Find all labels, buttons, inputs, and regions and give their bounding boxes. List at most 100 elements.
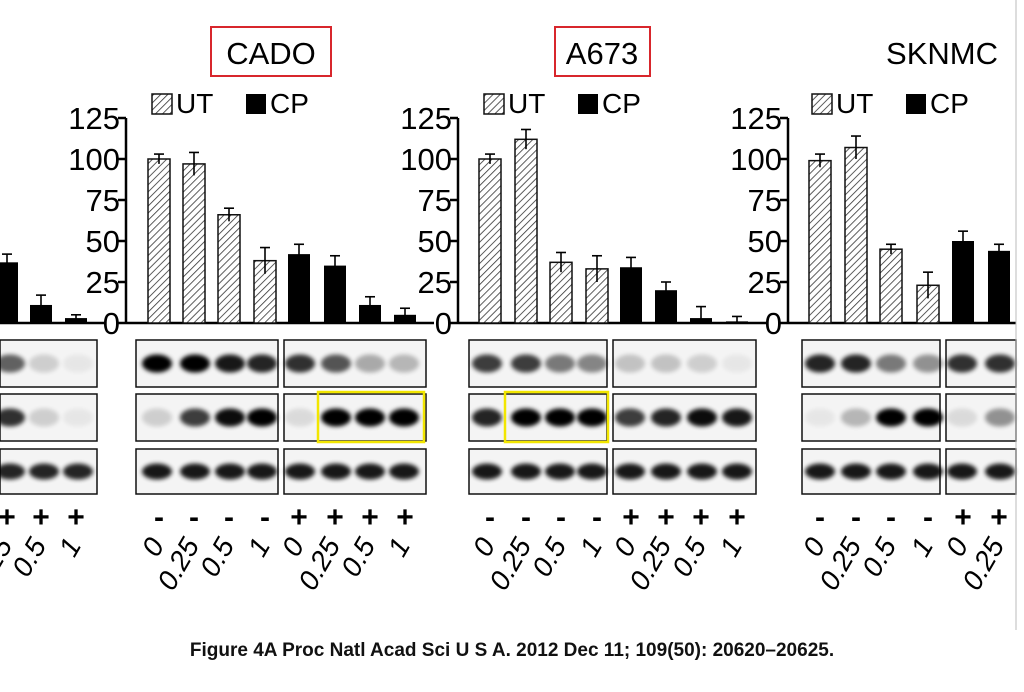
- treatment-sign: -: [815, 501, 825, 534]
- blot-band: [985, 463, 1015, 480]
- treatment-sign: -: [556, 501, 566, 534]
- sample-labels: + + +.250.5 1- - - - + + + +00.250.5 1 00.250.5 1- - - -…: [0, 501, 1010, 595]
- treatment-sign: +: [622, 501, 640, 534]
- dose-label: 1: [714, 533, 749, 562]
- blot-band: [63, 463, 93, 480]
- dose-label: 0.5: [666, 532, 713, 582]
- dose-label: 0.5: [194, 532, 241, 582]
- blot-band: [389, 354, 419, 373]
- blot-band: [876, 408, 906, 427]
- treatment-sign: +: [326, 501, 344, 534]
- blot-band: [577, 408, 607, 427]
- legend-a673: UT CP: [483, 88, 641, 119]
- ut-bar: [844, 146, 868, 324]
- dose-label: 0.5: [856, 532, 903, 582]
- cp-bar: [288, 254, 310, 323]
- cado-highlight-box: [316, 390, 426, 444]
- y-tick-label: 75: [418, 183, 452, 218]
- blot-band: [142, 408, 172, 427]
- a673-title: A673: [566, 36, 638, 71]
- blot-band: [321, 408, 351, 427]
- cp-bar: [0, 262, 18, 323]
- y-tick-label: 25: [418, 265, 452, 300]
- treatment-sign: -: [886, 501, 896, 534]
- blot-band: [545, 354, 575, 373]
- dose-label: 1: [53, 533, 88, 562]
- legend-ut-label: UT: [508, 88, 545, 119]
- treatment-sign: +: [728, 501, 746, 534]
- treatment-sign: +: [67, 501, 85, 534]
- ut-bar: [808, 159, 832, 324]
- blot-band: [29, 463, 59, 480]
- blot-band: [876, 354, 906, 373]
- y-tick-label: 50: [418, 224, 452, 259]
- cp-bar: [952, 241, 974, 323]
- y-tick-label: 125: [400, 101, 452, 136]
- ut-bar: [879, 248, 903, 324]
- y-tick-label: 0: [435, 306, 452, 341]
- blot-band: [687, 408, 717, 427]
- blot-band: [472, 354, 502, 373]
- blot-band: [947, 408, 977, 427]
- treatment-sign: +: [290, 501, 308, 534]
- blot-band: [651, 354, 681, 373]
- blot-band: [947, 354, 977, 373]
- blot-band: [215, 463, 245, 480]
- blot-band: [247, 354, 277, 373]
- y-tick-label: 100: [730, 142, 782, 177]
- blot-band: [285, 354, 315, 373]
- treatment-sign: +: [692, 501, 710, 534]
- a673-title-box: [554, 26, 651, 77]
- y-tick-label: 75: [748, 183, 782, 218]
- blot-band: [985, 408, 1015, 427]
- treatment-sign: -: [260, 501, 270, 534]
- cp-bar: [359, 304, 381, 323]
- blot-band: [841, 408, 871, 427]
- cp-bar: [620, 267, 642, 323]
- dose-label: 1: [382, 533, 417, 562]
- blot-band: [29, 354, 59, 373]
- dose-label: 0.5: [6, 532, 53, 582]
- blot-band: [0, 354, 25, 373]
- legend-cp-swatch: [906, 94, 926, 114]
- ut-bar: [478, 158, 502, 324]
- blot-band: [511, 354, 541, 373]
- blot-band: [142, 354, 172, 373]
- y-tick-label: 100: [68, 142, 120, 177]
- blot-band: [355, 463, 385, 480]
- blot-band: [615, 408, 645, 427]
- blot-band: [63, 354, 93, 373]
- a673-highlight-box: [503, 390, 610, 444]
- blot-band: [63, 408, 93, 427]
- blot-band: [913, 463, 943, 480]
- dose-label: 1: [905, 533, 940, 562]
- dose-label: 1: [574, 533, 609, 562]
- cp-bar: [988, 250, 1010, 323]
- dose-label: 0.25: [956, 532, 1010, 595]
- treatment-sign: -: [485, 501, 495, 534]
- blot-band: [985, 354, 1015, 373]
- blot-band: [355, 354, 385, 373]
- blot-band: [285, 408, 315, 427]
- blot-band: [876, 463, 906, 480]
- y-tick-label: 100: [400, 142, 452, 177]
- treatment-sign: -: [851, 501, 861, 534]
- blot-band: [511, 463, 541, 480]
- legend-ut-swatch: [483, 93, 505, 115]
- ut-bar: [217, 214, 241, 324]
- ut-bar: [182, 163, 206, 324]
- blot-band: [215, 408, 245, 427]
- y-tick-label: 50: [86, 224, 120, 259]
- treatment-sign: +: [361, 501, 379, 534]
- y-tick-label: 25: [748, 265, 782, 300]
- blot-band: [545, 463, 575, 480]
- blot-band: [722, 408, 752, 427]
- blot-band: [247, 463, 277, 480]
- blot-band: [805, 408, 835, 427]
- blot-band: [651, 463, 681, 480]
- blot-band: [805, 463, 835, 480]
- western-blots: [0, 339, 1017, 495]
- legend-cp-label: CP: [930, 88, 969, 119]
- blot-band: [805, 354, 835, 373]
- legend-cado: UT CP: [151, 88, 309, 119]
